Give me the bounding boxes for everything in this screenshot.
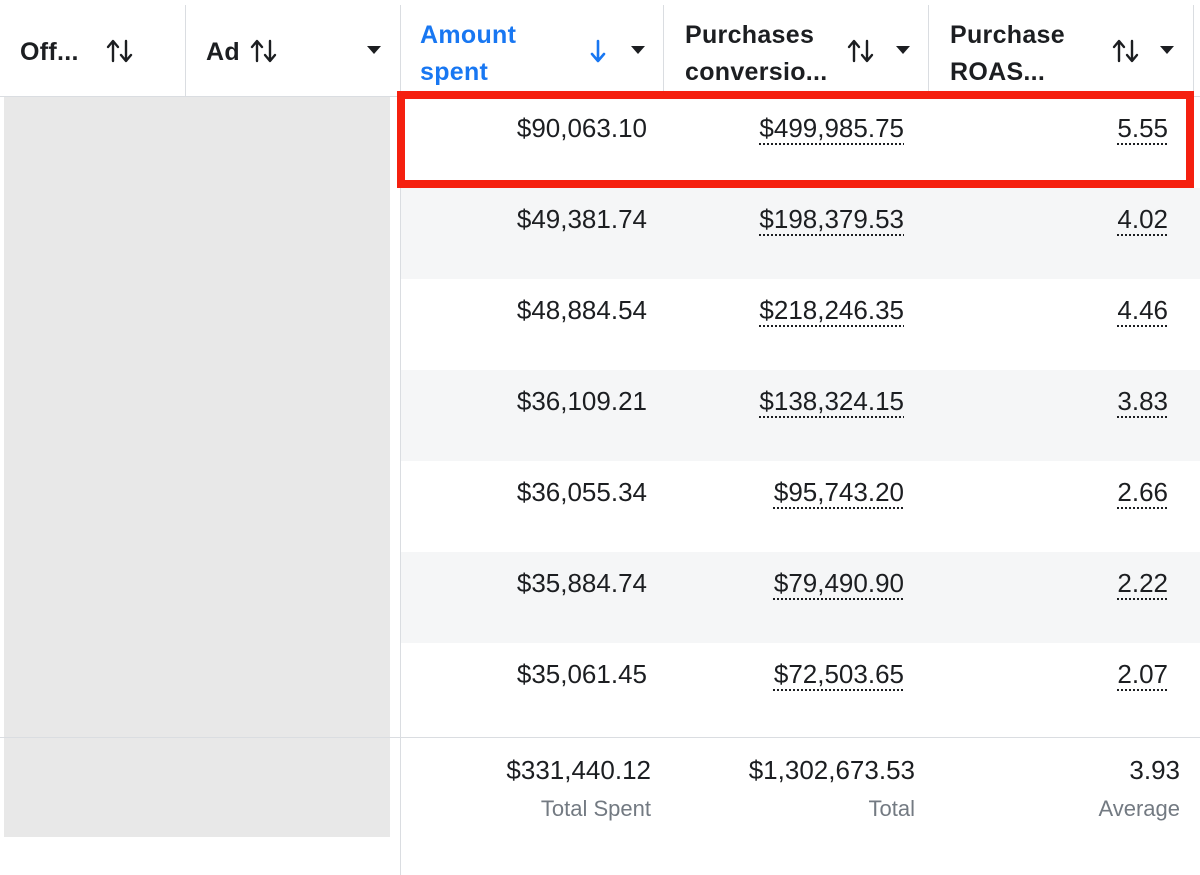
column-divider: [1193, 5, 1194, 97]
total-amount-spent: $331,440.12: [506, 755, 651, 785]
column-header-label: Ad: [206, 38, 240, 66]
roas-cell[interactable]: 4.02: [1117, 204, 1168, 234]
sort-updown-icon[interactable]: [248, 36, 280, 66]
purchases-value-cell[interactable]: $198,379.53: [759, 204, 904, 234]
sort-updown-icon[interactable]: [1110, 36, 1142, 66]
total-amount-spent-label: Total Spent: [540, 796, 651, 821]
sort-updown-icon[interactable]: [845, 36, 877, 66]
amount-spent-cell: $48,884.54: [516, 295, 647, 325]
purchases-value-cell[interactable]: $218,246.35: [759, 295, 904, 325]
amount-spent-cell: $90,063.10: [516, 113, 647, 143]
chevron-down-icon[interactable]: [895, 42, 911, 58]
table-header: [0, 0, 1200, 97]
column-header-ad[interactable]: Ad: [206, 34, 240, 71]
roas-cell[interactable]: 4.46: [1117, 295, 1168, 325]
chevron-down-icon[interactable]: [366, 42, 382, 58]
column-header-off[interactable]: Off...: [20, 34, 79, 71]
table-row[interactable]: [400, 370, 1200, 461]
table-row[interactable]: [400, 552, 1200, 643]
purchases-value-cell[interactable]: $79,490.90: [773, 568, 904, 598]
column-header-amount-spent[interactable]: Amount spent: [420, 17, 516, 91]
column-header-label-line1: Purchases: [685, 21, 815, 49]
footer-divider: [0, 737, 1200, 738]
purchases-value-cell[interactable]: $138,324.15: [759, 386, 904, 416]
purchases-value-cell[interactable]: $72,503.65: [773, 659, 904, 689]
average-roas: 3.93: [1129, 755, 1180, 785]
amount-spent-cell: $36,109.21: [516, 386, 647, 416]
amount-spent-cell: $35,061.45: [516, 659, 647, 689]
average-roas-label: Average: [1098, 796, 1180, 821]
sort-updown-icon[interactable]: [104, 36, 136, 66]
purchases-value-cell[interactable]: $95,743.20: [773, 477, 904, 507]
amount-spent-cell: $35,884.74: [516, 568, 647, 598]
amount-spent-cell: $36,055.34: [516, 477, 647, 507]
chevron-down-icon[interactable]: [630, 42, 646, 58]
column-header-label-line1: Amount: [420, 21, 517, 49]
column-divider: [928, 5, 929, 97]
roas-cell[interactable]: 2.22: [1117, 568, 1168, 598]
column-header-label-line1: Purchase: [950, 21, 1065, 49]
column-header-label-line2: conversio...: [685, 58, 828, 86]
amount-spent-cell: $49,381.74: [516, 204, 647, 234]
purchases-value-cell[interactable]: $499,985.75: [759, 113, 904, 143]
sort-down-icon[interactable]: [582, 36, 614, 66]
column-divider: [663, 5, 664, 97]
column-divider: [400, 97, 401, 875]
column-header-purchases-value[interactable]: Purchases conversio...: [685, 17, 828, 91]
roas-cell[interactable]: 2.66: [1117, 477, 1168, 507]
column-header-label-line2: ROAS...: [950, 58, 1046, 86]
roas-cell[interactable]: 2.07: [1117, 659, 1168, 689]
total-purchases-value: $1,302,673.53: [748, 755, 915, 785]
column-header-label: Off...: [20, 38, 79, 66]
total-purchases-value-label: Total: [868, 796, 915, 821]
roas-cell[interactable]: 5.55: [1117, 113, 1168, 143]
roas-cell[interactable]: 3.83: [1117, 386, 1168, 416]
column-header-label-line2: spent: [420, 58, 489, 86]
redacted-area: [4, 97, 390, 837]
chevron-down-icon[interactable]: [1159, 42, 1175, 58]
column-divider: [400, 5, 401, 97]
column-divider: [185, 5, 186, 97]
table-row[interactable]: [400, 188, 1200, 279]
column-header-purchase-roas[interactable]: Purchase ROAS...: [950, 17, 1065, 91]
